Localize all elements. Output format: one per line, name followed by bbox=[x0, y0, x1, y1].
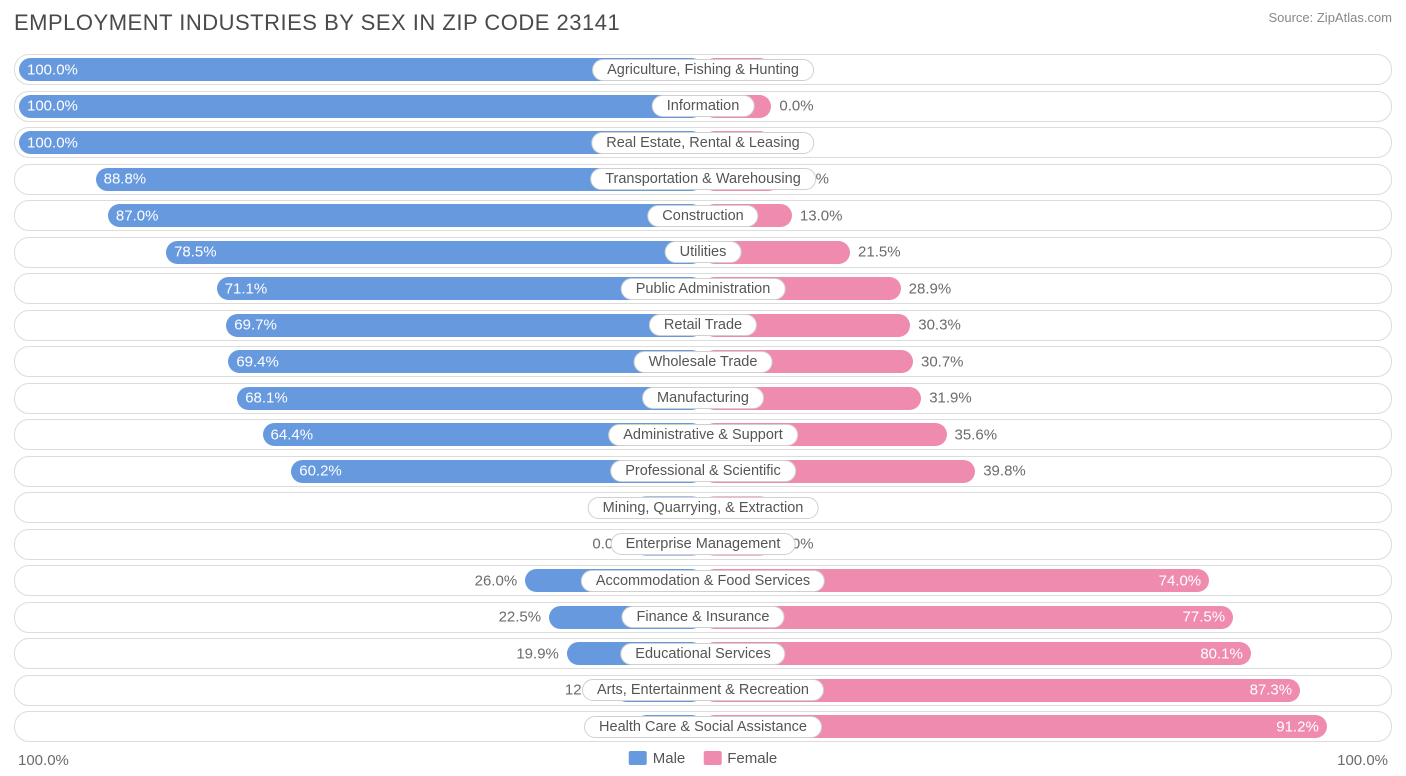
legend: Male Female bbox=[629, 750, 778, 767]
bar-male: 78.5% bbox=[166, 241, 703, 264]
pct-female: 0.0% bbox=[779, 98, 813, 115]
category-label: Public Administration bbox=[621, 278, 786, 300]
category-label: Wholesale Trade bbox=[634, 351, 773, 373]
chart-row: 60.2% 39.8% Professional & Scientific bbox=[14, 456, 1392, 487]
category-label: Manufacturing bbox=[642, 387, 764, 409]
pct-female: 21.5% bbox=[858, 244, 901, 261]
axis-label-left: 100.0% bbox=[18, 752, 69, 769]
legend-label-female: Female bbox=[727, 750, 777, 767]
chart-row: 64.4% 35.6% Administrative & Support bbox=[14, 419, 1392, 450]
category-label: Construction bbox=[647, 205, 758, 227]
pct-female: 28.9% bbox=[909, 280, 952, 297]
chart-row: 74.0% 26.0% Accommodation & Food Services bbox=[14, 565, 1392, 596]
category-label: Retail Trade bbox=[649, 314, 757, 336]
chart-row: 100.0% 0.0% Information bbox=[14, 91, 1392, 122]
chart-footer: 100.0% Male Female 100.0% bbox=[14, 748, 1392, 774]
pct-female: 39.8% bbox=[983, 463, 1026, 480]
pct-male: 100.0% bbox=[27, 98, 78, 115]
bar-male: 87.0% bbox=[108, 204, 703, 227]
legend-swatch-male bbox=[629, 751, 647, 765]
legend-item-female: Female bbox=[703, 750, 777, 767]
axis-label-right: 100.0% bbox=[1337, 752, 1388, 769]
pct-male: 60.2% bbox=[299, 463, 342, 480]
bar-male: 69.7% bbox=[226, 314, 703, 337]
pct-female: 74.0% bbox=[1159, 572, 1202, 589]
category-label: Arts, Entertainment & Recreation bbox=[582, 679, 824, 701]
category-label: Information bbox=[652, 95, 755, 117]
bar-male: 100.0% bbox=[19, 95, 703, 118]
pct-male: 69.4% bbox=[236, 353, 279, 370]
chart-row: 77.5% 22.5% Finance & Insurance bbox=[14, 602, 1392, 633]
category-label: Professional & Scientific bbox=[610, 460, 796, 482]
legend-swatch-female bbox=[703, 751, 721, 765]
legend-label-male: Male bbox=[653, 750, 686, 767]
pct-male: 87.0% bbox=[116, 207, 159, 224]
pct-female: 91.2% bbox=[1276, 718, 1319, 735]
category-label: Mining, Quarrying, & Extraction bbox=[588, 497, 819, 519]
chart-row: 91.2%8.9%Health Care & Social Assistance bbox=[14, 711, 1392, 742]
chart-row: 100.0%0.0%Agriculture, Fishing & Hunting bbox=[14, 54, 1392, 85]
chart-row: 69.7% 30.3% Retail Trade bbox=[14, 310, 1392, 341]
pct-female: 35.6% bbox=[955, 426, 998, 443]
pct-male: 88.8% bbox=[104, 171, 147, 188]
pct-female: 30.7% bbox=[921, 353, 964, 370]
category-label: Enterprise Management bbox=[611, 533, 796, 555]
chart-row: 71.1% 28.9% Public Administration bbox=[14, 273, 1392, 304]
chart-row: 87.0% 13.0% Construction bbox=[14, 200, 1392, 231]
category-label: Agriculture, Fishing & Hunting bbox=[592, 59, 814, 81]
chart-row: 0.0%0.0%Enterprise Management bbox=[14, 529, 1392, 560]
pct-male: 69.7% bbox=[234, 317, 277, 334]
bar-male: 69.4% bbox=[228, 350, 703, 373]
chart-row: 88.8%11.2%Transportation & Warehousing bbox=[14, 164, 1392, 195]
category-label: Finance & Insurance bbox=[622, 606, 785, 628]
chart-row: 87.3%12.8%Arts, Entertainment & Recreati… bbox=[14, 675, 1392, 706]
category-label: Real Estate, Rental & Leasing bbox=[591, 132, 814, 154]
category-label: Utilities bbox=[665, 241, 742, 263]
pct-male: 22.5% bbox=[499, 609, 542, 626]
pct-female: 13.0% bbox=[800, 207, 843, 224]
category-label: Transportation & Warehousing bbox=[590, 168, 816, 190]
pct-male: 19.9% bbox=[516, 645, 559, 662]
pct-male: 78.5% bbox=[174, 244, 217, 261]
pct-female: 77.5% bbox=[1183, 609, 1226, 626]
category-label: Educational Services bbox=[620, 643, 785, 665]
bar-male: 68.1% bbox=[237, 387, 703, 410]
chart-row: 80.1% 19.9% Educational Services bbox=[14, 638, 1392, 669]
source-attribution: Source: ZipAtlas.com bbox=[1268, 10, 1392, 25]
chart-row: 68.1% 31.9% Manufacturing bbox=[14, 383, 1392, 414]
pct-male: 100.0% bbox=[27, 134, 78, 151]
legend-item-male: Male bbox=[629, 750, 686, 767]
pct-female: 30.3% bbox=[918, 317, 961, 334]
diverging-bar-chart: 100.0%0.0%Agriculture, Fishing & Hunting… bbox=[14, 54, 1392, 742]
pct-male: 71.1% bbox=[225, 280, 268, 297]
pct-male: 64.4% bbox=[271, 426, 314, 443]
pct-female: 87.3% bbox=[1250, 682, 1293, 699]
chart-row: 100.0%0.0%Real Estate, Rental & Leasing bbox=[14, 127, 1392, 158]
category-label: Administrative & Support bbox=[608, 424, 798, 446]
pct-female: 31.9% bbox=[929, 390, 972, 407]
chart-title: EMPLOYMENT INDUSTRIES BY SEX IN ZIP CODE… bbox=[14, 10, 620, 36]
category-label: Accommodation & Food Services bbox=[581, 570, 825, 592]
header: EMPLOYMENT INDUSTRIES BY SEX IN ZIP CODE… bbox=[14, 10, 1392, 36]
pct-female: 80.1% bbox=[1200, 645, 1243, 662]
pct-male: 100.0% bbox=[27, 61, 78, 78]
category-label: Health Care & Social Assistance bbox=[584, 716, 822, 738]
pct-male: 26.0% bbox=[475, 572, 518, 589]
pct-male: 68.1% bbox=[245, 390, 288, 407]
chart-row: 0.0%0.0%Mining, Quarrying, & Extraction bbox=[14, 492, 1392, 523]
chart-row: 78.5% 21.5% Utilities bbox=[14, 237, 1392, 268]
chart-row: 69.4% 30.7% Wholesale Trade bbox=[14, 346, 1392, 377]
